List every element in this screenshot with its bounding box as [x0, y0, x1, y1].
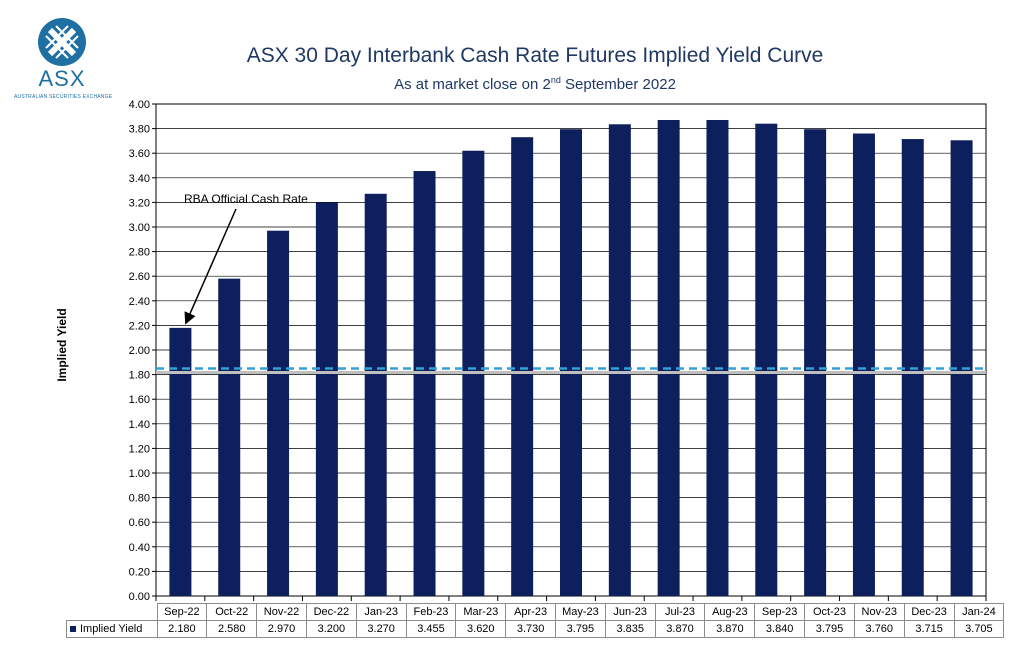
- y-tick-label: 1.20: [129, 443, 150, 455]
- legend-label: Implied Yield: [80, 623, 143, 635]
- bar: [804, 129, 827, 596]
- x-tick-label: Jan-24: [953, 603, 1005, 621]
- bar: [413, 171, 436, 596]
- data-label: 3.795: [555, 620, 606, 638]
- x-tick-label: May-23: [555, 603, 606, 621]
- x-tick-label: Feb-23: [405, 603, 457, 621]
- y-tick-label: 3.20: [129, 197, 150, 209]
- y-tick-label: 2.80: [129, 247, 150, 259]
- x-tick-label: Oct-23: [804, 603, 855, 621]
- bar: [511, 137, 534, 596]
- x-tick-label: Sep-23: [754, 603, 806, 621]
- data-table-category-row: Sep-22 Oct-22 Nov-22 Dec-22 Jan-23 Feb-23 Mar-…: [67, 603, 1005, 621]
- x-tick-label: Jun-23: [604, 603, 656, 621]
- x-tick-label: Jul-23: [654, 603, 706, 621]
- annotation-label: RBA Official Cash Rate: [184, 192, 308, 206]
- y-tick-label: 1.60: [129, 394, 150, 406]
- annotation-arrow: [184, 208, 237, 325]
- x-tick-label: Aug-23: [704, 603, 756, 621]
- y-tick-label: 2.00: [129, 345, 150, 357]
- y-tick-label: 4.00: [129, 99, 150, 111]
- data-table: Sep-22 Oct-22 Nov-22 Dec-22 Jan-23 Feb-23 Mar-…: [66, 603, 1005, 638]
- subtitle-text-end: September 2022: [560, 76, 676, 93]
- x-tick-label: Nov-23: [853, 603, 905, 621]
- logo-subtext: AUSTRALIAN SECURITIES EXCHANGE: [14, 94, 113, 100]
- legend-key: [70, 626, 76, 633]
- data-label: 3.835: [604, 620, 656, 638]
- data-label: 3.620: [455, 620, 507, 638]
- asx-logo-icon: [38, 18, 86, 66]
- y-tick-label: 2.20: [129, 320, 150, 332]
- y-tick-label: 1.00: [129, 468, 150, 480]
- data-table-series-name: Implied Yield: [66, 620, 158, 638]
- chart-title: ASX 30 Day Interbank Cash Rate Futures I…: [246, 44, 824, 67]
- bar: [560, 129, 582, 596]
- data-label: 3.200: [305, 620, 357, 638]
- bar: [315, 202, 338, 596]
- data-label: 3.760: [853, 620, 905, 638]
- y-tick-label: 3.40: [129, 173, 150, 185]
- x-tick-label: Jan-23: [355, 603, 407, 621]
- logo-text: ASX: [38, 66, 86, 91]
- data-label: 3.870: [704, 620, 756, 638]
- y-tick-label: 1.40: [129, 419, 150, 431]
- y-tick-label: 2.60: [129, 271, 150, 283]
- y-tick-label: 0.20: [129, 566, 150, 578]
- bar: [706, 119, 729, 597]
- data-label: 3.455: [405, 620, 457, 638]
- bar: [852, 133, 875, 596]
- chart-subtitle: As at market close on 2nd September 2022: [120, 75, 950, 93]
- data-label: 2.970: [256, 620, 307, 638]
- bar: [608, 124, 631, 597]
- data-label: 3.715: [903, 620, 955, 638]
- data-label: 3.840: [754, 620, 806, 638]
- bar: [755, 123, 778, 597]
- subtitle-superscript: nd: [550, 75, 561, 85]
- data-label: 2.180: [156, 620, 208, 638]
- bar: [169, 327, 192, 596]
- y-tick-label: 0.40: [129, 542, 150, 554]
- bar: [950, 140, 973, 596]
- y-tick-label: 0.00: [129, 591, 150, 603]
- y-tick-label: 3.00: [129, 222, 150, 234]
- bar: [267, 230, 290, 596]
- x-tick-label: Nov-22: [256, 603, 307, 621]
- data-label: 3.270: [355, 620, 407, 638]
- bar: [218, 278, 241, 596]
- x-tick-label: Apr-23: [505, 603, 556, 621]
- y-tick-label: 1.80: [129, 370, 150, 382]
- y-tick-label: 0.80: [129, 493, 150, 505]
- data-label: 3.870: [654, 620, 706, 638]
- y-tick-label: 0.60: [129, 517, 150, 529]
- x-tick-label: Dec-23: [903, 603, 955, 621]
- y-tick-label: 3.60: [129, 148, 150, 160]
- asx-logo: ASX AUSTRALIAN SECURITIES EXCHANGE: [14, 18, 113, 106]
- data-table-value-row: Implied Yield 2.180 2.580 2.970 3.200 3.270 3.…: [66, 620, 1005, 638]
- data-table-corner: [67, 604, 158, 621]
- data-label: 3.795: [804, 620, 855, 638]
- bar: [657, 119, 680, 597]
- x-tick-label: Sep-22: [156, 603, 208, 621]
- subtitle-text: As at market close on 2: [394, 76, 551, 93]
- bar: [364, 193, 387, 597]
- x-tick-label: Mar-23: [455, 603, 507, 621]
- x-tick-label: Oct-22: [206, 603, 258, 621]
- y-tick-label: 3.80: [129, 124, 150, 136]
- data-label: 2.580: [206, 620, 258, 638]
- x-tick-label: Dec-22: [305, 603, 357, 621]
- data-label: 3.730: [505, 620, 556, 638]
- y-tick-label: 2.40: [129, 296, 150, 308]
- data-label: 3.705: [953, 620, 1005, 638]
